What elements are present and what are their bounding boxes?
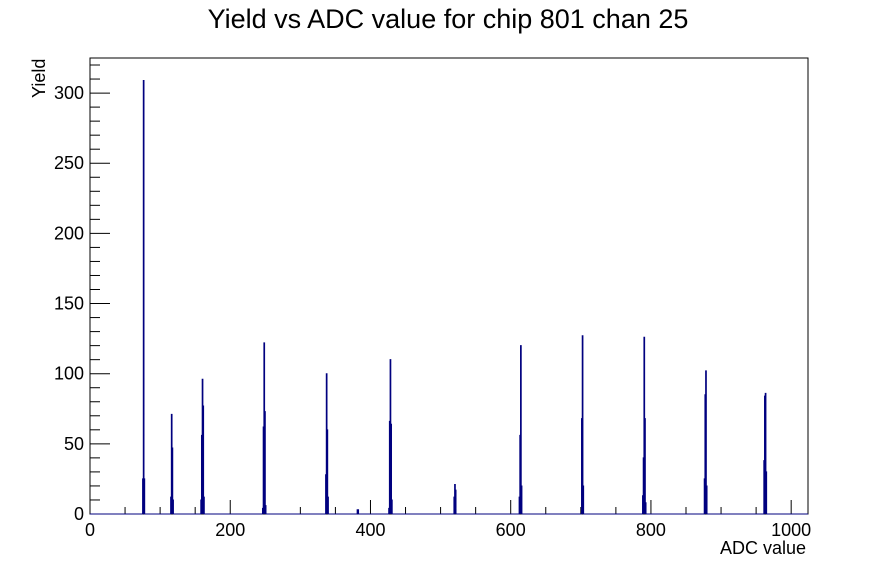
- x-tick-label: 400: [355, 520, 385, 540]
- x-tick-label: 0: [85, 520, 95, 540]
- y-tick-label: 300: [54, 83, 84, 103]
- x-axis-ticks: 0 200 400 600 800 1000: [85, 500, 811, 540]
- y-tick-label: 0: [74, 504, 84, 524]
- y-tick-label: 100: [54, 364, 84, 384]
- x-tick-label: 1000: [771, 520, 811, 540]
- axes: 0 50 100 150 200 250 300 0 200 400 600 800 1000: [54, 57, 811, 540]
- y-tick-label: 150: [54, 294, 84, 314]
- chart-title: Yield vs ADC value for chip 801 chan 25: [208, 4, 689, 34]
- y-tick-label: 250: [54, 153, 84, 173]
- y-tick-label: 50: [64, 434, 84, 454]
- x-tick-label: 600: [496, 520, 526, 540]
- x-tick-label: 800: [636, 520, 666, 540]
- x-tick-label: 200: [215, 520, 245, 540]
- histogram-series: [90, 79, 808, 515]
- y-axis-label: Yield: [29, 59, 49, 98]
- y-axis-ticks: 0 50 100 150 200 250 300: [54, 64, 110, 524]
- y-tick-label: 200: [54, 223, 84, 243]
- x-axis-label: ADC value: [720, 538, 806, 558]
- plot-frame: [89, 57, 809, 515]
